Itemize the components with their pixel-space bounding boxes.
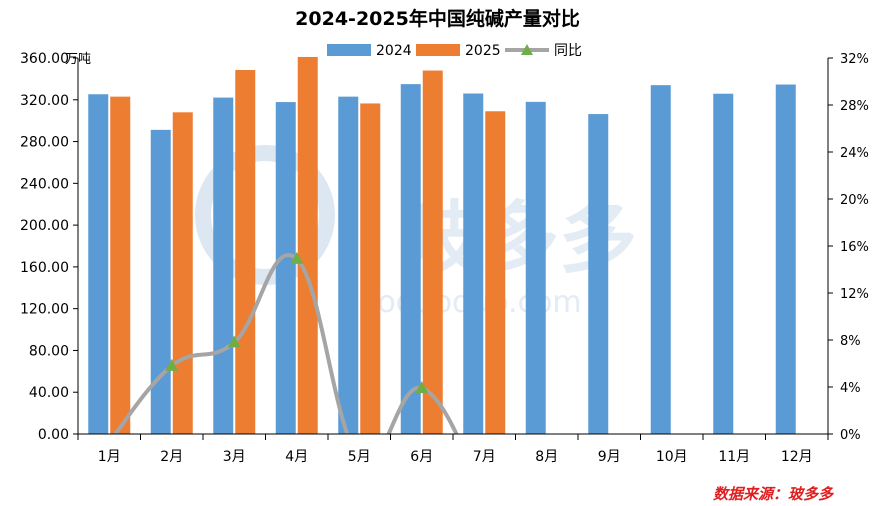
y-tick-label: 360.00: [20, 51, 69, 67]
y2-tick-label: 20%: [840, 193, 869, 208]
y-axis-unit: 万吨: [65, 52, 91, 67]
yoy-marker-2: [165, 358, 179, 371]
bar-2024-12: [775, 84, 796, 434]
x-tick-label: 8月: [535, 449, 558, 465]
x-tick-label: 6月: [410, 449, 433, 465]
bar-2025-6: [422, 70, 443, 435]
bar-2025-4: [297, 56, 318, 434]
x-tick-label: 7月: [473, 449, 496, 465]
y2-tick-label: 24%: [840, 146, 869, 161]
bar-2024-6: [400, 84, 421, 434]
legend-swatch-marker: [521, 44, 533, 55]
legend-swatch-2024: [327, 44, 371, 56]
y2-tick-label: 12%: [840, 287, 869, 302]
y2-tick-label: 32%: [840, 52, 869, 67]
x-tick-label: 12月: [781, 449, 813, 465]
bar-2024-2: [150, 129, 171, 434]
bar-2025-5: [360, 103, 381, 434]
bar-2024-7: [463, 93, 484, 434]
y-tick-label: 80.00: [29, 343, 69, 359]
y-tick-label: 200.00: [20, 218, 69, 234]
bars-layer: [88, 56, 796, 435]
yoy-marker-6: [415, 381, 429, 394]
bar-2025-2: [172, 112, 193, 435]
y-tick-label: 320.00: [20, 93, 69, 109]
bar-2025-1: [110, 96, 131, 435]
y-tick-label: 0.00: [38, 427, 69, 443]
bar-2024-5: [338, 96, 359, 435]
y-tick-label: 120.00: [20, 302, 69, 318]
bar-2025-7: [485, 111, 506, 435]
x-tick-label: 11月: [718, 449, 750, 465]
bar-2025-3: [235, 70, 256, 434]
y2-tick-label: 4%: [840, 381, 861, 396]
legend-label: 2025: [465, 43, 501, 59]
y-tick-label: 240.00: [20, 176, 69, 192]
yoy-marker-3: [227, 335, 241, 348]
bar-2024-4: [275, 102, 296, 434]
x-tick-label: 10月: [656, 449, 688, 465]
y2-tick-label: 0%: [840, 428, 861, 443]
y-tick-label: 280.00: [20, 135, 69, 151]
y2-tick-label: 8%: [840, 334, 861, 349]
bar-2024-1: [88, 94, 109, 435]
bar-2024-3: [213, 97, 234, 434]
y2-tick-label: 28%: [840, 99, 869, 114]
legend: 2024 2025 同比: [327, 43, 582, 59]
bar-2024-10: [650, 85, 671, 435]
yoy-line-layer: [113, 251, 459, 434]
y-tick-label: 160.00: [20, 260, 69, 276]
y-tick-label: 40.00: [29, 385, 69, 401]
x-tick-label: 9月: [598, 449, 621, 465]
x-tick-label: 4月: [285, 449, 308, 465]
x-tick-label: 2月: [160, 449, 183, 465]
data-source: 数据来源：玻多多: [712, 485, 833, 503]
x-tick-label: 1月: [98, 449, 121, 465]
legend-swatch-2025: [416, 44, 460, 56]
bar-2024-8: [525, 101, 546, 434]
legend-label: 2024: [376, 43, 412, 59]
watermark-logo: [195, 145, 335, 285]
yoy-marker-4: [290, 251, 304, 264]
x-tick-label: 3月: [223, 449, 246, 465]
x-tick-label: 5月: [348, 449, 371, 465]
y2-tick-label: 16%: [840, 240, 869, 255]
chart-title: 2024-2025年中国纯碱产量对比: [295, 8, 580, 30]
axes-layer: 0.00 40.00 80.00 120.00 160.00 200.00 240.00 28…: [20, 51, 869, 465]
legend-label: 同比: [554, 43, 582, 59]
bar-2024-9: [588, 114, 609, 434]
bar-2024-11: [713, 93, 734, 434]
